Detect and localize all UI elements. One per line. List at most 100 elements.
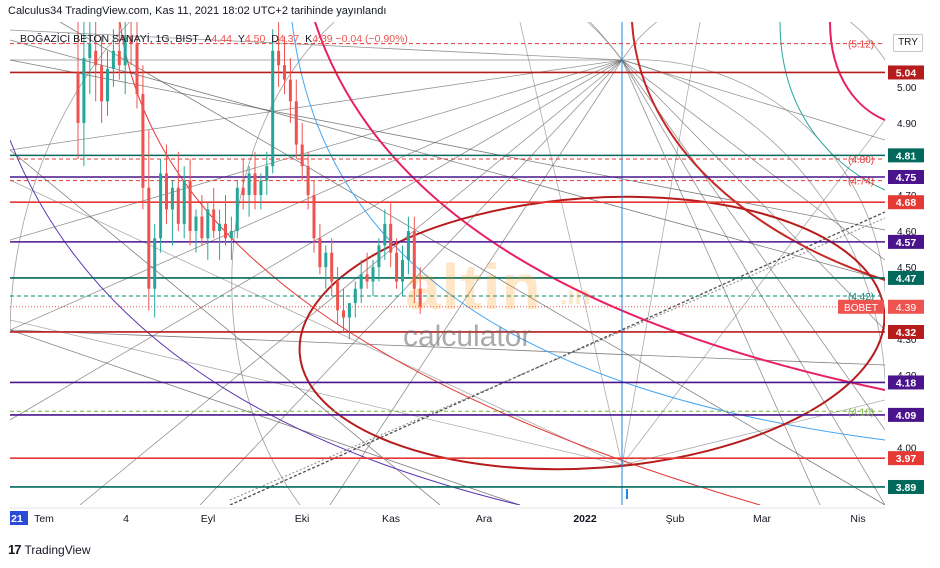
fan-line-left bbox=[10, 59, 623, 151]
candle-body bbox=[76, 72, 80, 123]
fan-line-left bbox=[79, 59, 623, 505]
level-label: 3.97 bbox=[896, 453, 917, 465]
level-label: 4.75 bbox=[896, 172, 917, 184]
publish-header: Calculus34 TradingView.com, Kas 11, 2021… bbox=[8, 5, 387, 17]
candle-body bbox=[218, 223, 222, 232]
candle-body bbox=[235, 187, 239, 232]
gann-arc bbox=[231, 22, 623, 505]
candle-body bbox=[188, 180, 192, 232]
fan-line-left bbox=[10, 29, 623, 61]
price-value-label: 4.39 bbox=[896, 302, 917, 314]
dashed-level-label: (5.12) bbox=[848, 40, 874, 51]
fan-line-right bbox=[621, 59, 885, 261]
y-tick-label: 5.00 bbox=[897, 83, 917, 94]
fan-line-low bbox=[519, 22, 623, 466]
regression-channel-line bbox=[229, 217, 885, 501]
x-tick-label: Mar bbox=[753, 513, 772, 525]
high-label: Y bbox=[237, 33, 245, 45]
gann-arc bbox=[621, 59, 885, 420]
fan-line-right bbox=[621, 59, 885, 331]
candle-body bbox=[212, 209, 216, 232]
close-label: K bbox=[305, 33, 313, 45]
candle-body bbox=[224, 223, 227, 239]
candle-body bbox=[170, 187, 174, 210]
candle-body bbox=[117, 50, 121, 66]
watermark-suffix: .in bbox=[560, 280, 591, 310]
dashed-level-label: (4.42) bbox=[848, 292, 874, 303]
level-label-box bbox=[888, 451, 924, 466]
plot-area bbox=[10, 22, 885, 505]
dashed-level-label: (4.74) bbox=[848, 177, 874, 188]
level-label: 4.09 bbox=[896, 410, 917, 422]
candle-body bbox=[277, 50, 281, 66]
close-value: 4.39 bbox=[312, 33, 333, 45]
footer: 17 TradingView bbox=[8, 542, 91, 557]
footer-brand[interactable]: TradingView bbox=[24, 542, 91, 557]
x-tick-label: 4 bbox=[123, 513, 129, 525]
candle-body bbox=[418, 288, 422, 307]
candle-body bbox=[194, 216, 198, 232]
x-tick-label: Ara bbox=[476, 513, 493, 525]
watermark-logo: altin bbox=[405, 251, 542, 323]
fan-line-right bbox=[621, 59, 885, 431]
candle-body bbox=[259, 180, 263, 196]
price-name-label: BOBET bbox=[844, 303, 878, 314]
level-label-box bbox=[888, 479, 924, 494]
fan-line-left bbox=[10, 59, 623, 241]
x-tick-label: Şub bbox=[666, 513, 685, 525]
x-tick-label: Eki bbox=[295, 513, 310, 525]
symbol-legend: BOĞAZİÇİ BETON SANAYİ, 1G, BIST A4.44 Y 4… bbox=[20, 33, 408, 45]
y-tick-label: 4.30 bbox=[897, 335, 917, 346]
level-label: 4.47 bbox=[896, 273, 917, 285]
candle-body bbox=[153, 238, 157, 289]
candle-body bbox=[312, 195, 316, 239]
candle-body bbox=[401, 259, 404, 282]
blue-arc bbox=[291, 22, 885, 441]
fan-line-left bbox=[10, 59, 623, 331]
candle-body bbox=[283, 65, 286, 80]
trend-line bbox=[59, 22, 885, 505]
candle-body bbox=[359, 274, 363, 289]
gann-arc bbox=[621, 59, 885, 330]
tradingview-logo-icon: 17 bbox=[8, 542, 22, 557]
candle-body bbox=[147, 187, 151, 289]
candle-body bbox=[336, 281, 340, 311]
candle-body bbox=[294, 101, 298, 145]
candle-body bbox=[353, 288, 357, 304]
open-label: A bbox=[204, 33, 212, 45]
x-tick-label: Eyl bbox=[201, 513, 216, 525]
candle-body bbox=[395, 252, 399, 282]
fan-line-left bbox=[199, 59, 623, 505]
candle-body bbox=[141, 94, 145, 188]
trend-line bbox=[10, 329, 521, 505]
candle-body bbox=[247, 173, 251, 196]
candle-body bbox=[88, 43, 92, 59]
candle-body bbox=[271, 50, 275, 167]
symbol-name: BOĞAZİÇİ BETON SANAYİ, 1G, BIST bbox=[20, 33, 199, 45]
candle-body bbox=[389, 223, 393, 253]
pink-arc bbox=[314, 22, 885, 391]
x-tick-label: Kas bbox=[382, 513, 400, 525]
candle-body bbox=[318, 238, 322, 268]
candle-body bbox=[324, 252, 328, 268]
x-tick-label: 21 bbox=[11, 513, 23, 525]
level-label: 4.81 bbox=[896, 150, 917, 162]
candle-body bbox=[100, 65, 104, 102]
open-value: 4.44 bbox=[211, 33, 232, 45]
price-value-box bbox=[888, 299, 924, 314]
candle-body bbox=[306, 166, 310, 196]
candle-body bbox=[200, 216, 204, 239]
x-tick-highlight bbox=[10, 511, 28, 525]
candle-body bbox=[135, 43, 139, 95]
candle-body bbox=[377, 245, 381, 268]
y-tick-label: 4.00 bbox=[897, 443, 917, 454]
level-label-box bbox=[888, 195, 924, 210]
level-label: 4.57 bbox=[896, 237, 917, 249]
level-label-box bbox=[888, 375, 924, 390]
candle-body bbox=[94, 50, 98, 66]
dashed-level-label: (4.80) bbox=[848, 155, 874, 166]
candle-body bbox=[82, 58, 86, 123]
currency-button[interactable]: TRY bbox=[893, 34, 923, 52]
candle-body bbox=[300, 144, 304, 167]
